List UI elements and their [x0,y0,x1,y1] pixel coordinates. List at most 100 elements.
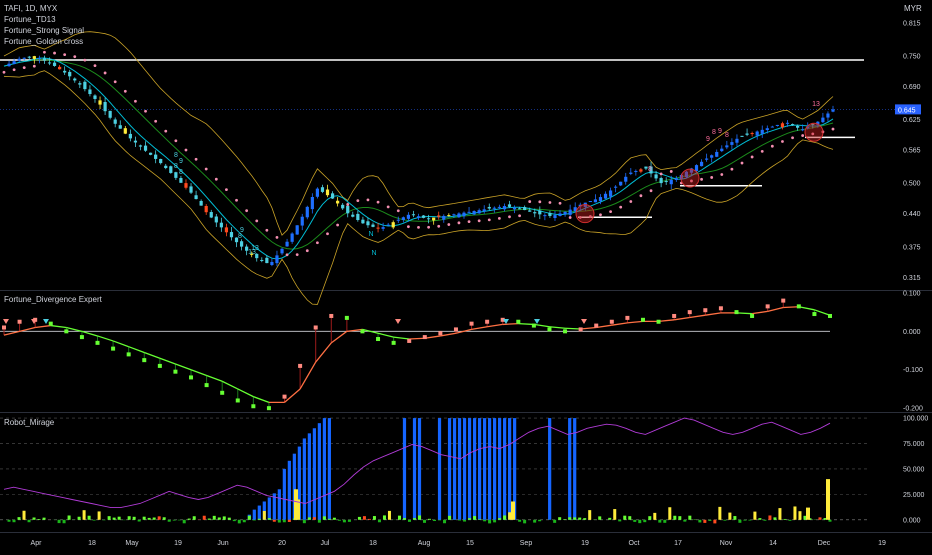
candle-body [407,215,410,219]
mirage-histogram-bar [343,520,346,523]
mirage-axis-tick-2: 50.000 [903,466,925,473]
mirage-histogram-bar [463,520,466,522]
sar-dot [518,214,521,217]
candle-body [670,180,673,184]
mirage-blue-bar [453,418,456,520]
mirage-histogram-bar [398,516,401,520]
candle-body [13,61,16,64]
legend-strong-signal[interactable]: Fortune_Strong Signal [4,25,84,36]
candle-body [23,58,26,59]
mirage-pane-title[interactable]: Robot_Mirage [4,417,54,428]
divergence-point [797,304,801,308]
candle-body [402,217,405,220]
sar-dot [427,226,430,229]
candle-body [346,206,349,213]
mirage-histogram-bar [333,518,336,520]
mirage-histogram-bar [98,511,101,519]
price-axis-tick-6: 0.440 [903,211,921,218]
candle-body [78,83,81,84]
sar-dot [245,209,248,212]
divergence-point [283,395,287,399]
sar-dot [569,216,572,219]
candle-body [745,134,748,135]
mirage-histogram-bar [338,520,341,521]
mirage-histogram-bar [418,515,421,519]
candle-body [766,128,769,130]
mirage-signal-bar [511,501,515,519]
mirage-histogram-bar [233,520,236,521]
mirage-histogram-bar [363,516,366,520]
mirage-histogram-bar [523,520,526,524]
divergence-point [220,391,224,395]
mirage-histogram-bar [628,516,631,520]
td-annotation: N [371,250,376,257]
divergence-point [392,341,396,345]
mirage-histogram-bar [178,520,181,521]
mirage-blue-bar [483,418,486,520]
candle-body [614,187,617,188]
price-axis-tick-4: 0.565 [903,148,921,155]
candle-body [751,133,754,134]
divergence-point [49,322,53,326]
candle-body [725,145,728,147]
sar-dot [164,130,167,133]
candle-body [735,139,738,143]
candle-body [478,210,481,213]
legend-td13[interactable]: Fortune_TD13 [4,14,84,25]
mirage-histogram-bar [538,520,541,521]
candle-body [270,262,273,265]
divergence-point [563,329,567,333]
sar-dot [296,253,299,256]
mirage-blue-bar [258,506,261,520]
candle-body [88,89,91,94]
sar-dot [154,120,157,123]
candle-body [194,195,197,199]
divergence-axis-tick-2: -0.100 [903,367,923,374]
mirage-histogram-bar [303,520,306,523]
sar-dot [731,168,734,171]
time-axis-tick-15: 14 [769,540,777,547]
candle-body [654,174,657,178]
candle-body [569,210,572,215]
divergence-pane-title[interactable]: Fortune_Divergence Expert [4,294,102,305]
mirage-histogram-bar [568,517,571,520]
divergence-point [657,320,661,324]
candle-body [791,124,794,125]
legend-golden-cross[interactable]: Fortune_Golden cross [4,36,84,47]
mirage-histogram-bar [148,518,151,520]
mirage-histogram-bar [358,517,361,520]
sar-dot [720,173,723,176]
mirage-histogram-bar [368,519,371,520]
candle-body [826,113,829,117]
divergence-point [96,341,100,345]
candle-body [58,67,61,69]
golden-cross-marker [681,169,699,187]
mirage-signal-bar [806,508,810,520]
divergence-signal-line [175,364,191,370]
mirage-histogram-bar [238,520,241,524]
mirage-histogram-bar [733,516,736,520]
mirage-blue-bar [323,418,326,520]
td-annotation: 9 [718,128,722,135]
candle-body [351,215,354,217]
mirage-blue-bar [508,418,511,520]
sar-dot [276,236,279,239]
candle-body [93,95,96,98]
candle-body [301,217,304,226]
symbol-title[interactable]: TAFI, 1D, MYX [4,3,84,14]
td-annotation: 13 [812,101,820,108]
divergence-signal-line [705,313,721,315]
mirage-histogram-bar [493,520,496,523]
bollinger-lower [4,71,833,305]
divergence-signal-line [503,324,519,325]
mirage-histogram-bar [128,516,131,520]
divergence-signal-line [207,376,223,382]
divergence-point [579,327,583,331]
candle-body [538,210,541,214]
candle-body [265,258,268,263]
candle-body [437,215,440,216]
candle-body [665,181,668,182]
divergence-signal-line [736,313,752,314]
price-axis-tick-1: 0.750 [903,53,921,60]
